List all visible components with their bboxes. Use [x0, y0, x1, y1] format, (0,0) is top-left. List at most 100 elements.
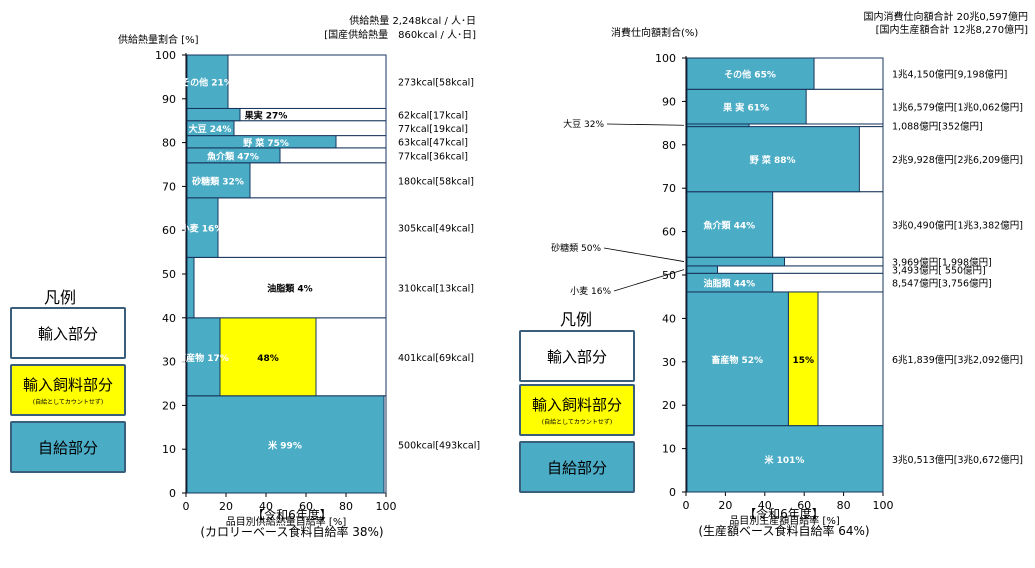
legend-import-left: 輸入部分 [10, 307, 126, 359]
chart1-y-tick-label: 30 [162, 356, 176, 369]
chart1-y-tick-label: 0 [169, 487, 176, 500]
chart2-item-feed-label: 15% [792, 356, 814, 366]
chart2-x-tick-label: 100 [873, 499, 894, 512]
chart2-item-label-leader [613, 269, 685, 292]
chart1-item-label: 大豆 24% [189, 123, 232, 135]
chart1-item-self-rect [186, 54, 229, 109]
chart2-y-tick-label: 0 [669, 486, 676, 499]
chart1-item-value: 77kcal[36kcal] [398, 151, 468, 162]
chart1-header-line: 供給熱量 2,248kcal / 人･日 [349, 14, 476, 27]
chart2-item-label-leader [606, 123, 685, 126]
chart2-item-value: 1兆6,579億円[1兆0,062億円] [892, 102, 1023, 114]
chart2-item-label: 油脂類 44% [703, 278, 755, 290]
chart2-item-self-rect [686, 57, 815, 90]
chart1-item-label: 果実 27% [244, 110, 288, 122]
chart1-y-tick-label: 90 [162, 93, 176, 106]
chart1-y-tick-label: 40 [162, 312, 176, 325]
chart2-item-label: 砂糖類 50% [551, 242, 601, 254]
chart2-item-label: 魚介類 44% [703, 219, 755, 231]
chart2-item-label: 畜産物 52% [711, 354, 763, 366]
chart2-y-tick-label: 60 [662, 226, 676, 239]
chart1-item-value: 500kcal[493kcal] [398, 440, 480, 451]
chart1-item-feed-rect [219, 317, 317, 397]
chart2-y-tick-label: 100 [655, 52, 676, 65]
chart2-caption-line: (生産額ベース食料自給率 64%) [698, 523, 869, 538]
chart1-item-self-rect [186, 197, 219, 258]
legend-self-label: 自給部分 [546, 458, 607, 477]
chart2-x-axis-label: 品目別生産額自給率 [%] [729, 514, 840, 527]
chart1-item-value: 63kcal[47kcal] [398, 138, 468, 149]
legend-feed-note: (自給としてカウントせず) [32, 399, 104, 406]
chart2-item-label: 米 101% [764, 454, 805, 466]
chart2-item-self-rect [686, 88, 807, 125]
legend-title-left: 凡例 [44, 288, 77, 307]
legend-feed-left: 輸入飼料部分 (自給としてカウントせず) [10, 364, 126, 416]
chart1-item-value: 305kcal[49kcal] [398, 224, 474, 235]
chart2-item-label-leader [603, 247, 685, 262]
chart2-y-tick-label: 20 [662, 399, 676, 412]
chart2-item-label: その他 65% [724, 69, 776, 81]
chart1-y-tick-label: 10 [162, 443, 176, 456]
chart2-item-value: 1,088億円[352億円] [892, 120, 983, 132]
chart1-item-label: その他 21% [181, 77, 233, 89]
chart1-item-value: 401kcal[69kcal] [398, 353, 474, 364]
legend-import-right: 輸入部分 [519, 330, 635, 382]
chart2-x-tick-label: 60 [797, 499, 811, 512]
chart2-item-label: 果 実 61% [722, 102, 769, 114]
chart2-y-tick-label: 90 [662, 95, 676, 108]
chart1-item-import-rect [186, 256, 387, 319]
chart1-item-value: 77kcal[19kcal] [398, 124, 468, 135]
chart2-x-tick-label: 20 [718, 499, 732, 512]
chart1-x-tick-label: 80 [339, 500, 353, 513]
chart1-item-value: 62kcal[17kcal] [398, 111, 468, 122]
chart1-y-tick-label: 100 [155, 49, 176, 62]
chart2-item-label: 野 菜 88% [750, 154, 796, 166]
chart1-x-tick-label: 60 [299, 500, 313, 513]
chart2-item-self-rect [686, 126, 860, 193]
chart1-item-value: 310kcal[13kcal] [398, 284, 474, 295]
legend-self-left: 自給部分 [10, 421, 126, 473]
chart2-caption-line: 【令和6年度】 [744, 506, 824, 521]
chart1-item-self-rect [186, 162, 251, 199]
chart2-item-self-rect [686, 265, 719, 274]
chart1-item-label: 小麦 16% [180, 223, 224, 235]
legend-feed-label: 輸入飼料部分 [22, 376, 113, 394]
chart1-x-tick-label: 100 [376, 500, 397, 513]
chart1-y-tick-label: 80 [162, 137, 176, 150]
chart2-x-tick-label: 80 [837, 499, 851, 512]
chart1-x-axis-label: 品目別供給熱量自給率 [%] [226, 515, 347, 528]
legend-title-right: 凡例 [560, 310, 593, 329]
chart1-y-tick-label: 70 [162, 180, 176, 193]
legend-feed-note: (自給としてカウントせず) [541, 419, 613, 426]
chart2-item-self-rect [686, 291, 789, 427]
chart2-y-tick-label: 40 [662, 312, 676, 325]
chart1-y-tick-label: 60 [162, 224, 176, 237]
chart1-item-self-rect [186, 107, 241, 122]
chart2-item-self-rect [686, 256, 785, 267]
chart2-item-label: 小麦 16% [570, 285, 611, 297]
chart1-item-label: 米 99% [267, 439, 302, 451]
chart1-caption-line: 【令和6年度】 [252, 507, 332, 522]
chart1-caption-line: (カロリーベース食料自給率 38%) [200, 524, 383, 539]
chart2-y-tick-label: 30 [662, 356, 676, 369]
chart1-item-value: 273kcal[58kcal] [398, 78, 474, 89]
chart2-y-tick-label: 10 [662, 443, 676, 456]
chart2-item-value: 3,969億円[1,998億円] [892, 257, 992, 269]
chart2-y-tick-label: 50 [662, 269, 676, 282]
chart2-header-line: 国内消費仕向額合計 20兆0,597億円 [863, 10, 1028, 23]
chart2-y-tick-label: 70 [662, 182, 676, 195]
chart1-header-line: [国産供給熱量 860kcal / 人･日] [324, 28, 476, 41]
chart1-item-label: 砂糖類 32% [192, 175, 244, 187]
legend-self-right: 自給部分 [519, 441, 635, 493]
chart1-item-self-rect [186, 395, 385, 494]
chart1-item-import-rect [186, 197, 387, 258]
chart1-item-label: 魚介類 47% [207, 150, 259, 162]
legend-import-label: 輸入部分 [546, 347, 607, 366]
chart1-item-self-rect [186, 256, 195, 319]
chart1-x-tick-label: 40 [259, 500, 273, 513]
chart1-y-tick-label: 50 [162, 268, 176, 281]
chart2-item-label: 大豆 32% [563, 118, 604, 130]
legend-feed-right: 輸入飼料部分 (自給としてカウントせず) [519, 384, 635, 436]
chart2-header-line: [国内生産額合計 12兆8,270億円] [876, 23, 1028, 36]
